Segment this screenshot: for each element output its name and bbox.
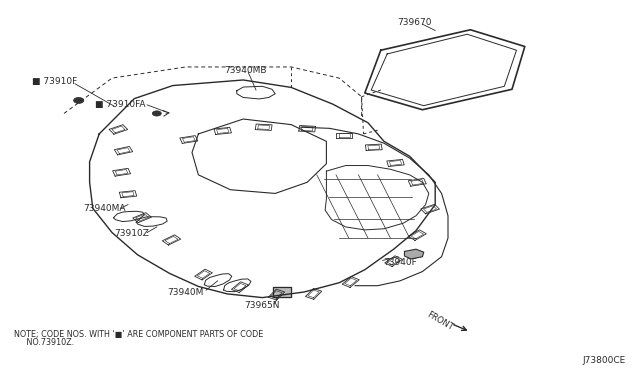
Text: 73940M: 73940M: [168, 288, 204, 296]
Text: NO.73910Z.: NO.73910Z.: [14, 338, 74, 347]
Text: 73910Z: 73910Z: [114, 229, 148, 238]
Text: 73965N: 73965N: [244, 301, 280, 310]
Text: J73800CE: J73800CE: [582, 356, 626, 365]
Polygon shape: [404, 249, 424, 259]
Text: ■ 73910F: ■ 73910F: [32, 77, 77, 86]
Circle shape: [74, 97, 84, 103]
Polygon shape: [273, 287, 291, 297]
Text: FRONT: FRONT: [426, 310, 455, 332]
Circle shape: [152, 111, 161, 116]
Text: 739670: 739670: [397, 18, 431, 27]
Text: ■ 73910FA: ■ 73910FA: [95, 100, 145, 109]
Text: 73940F: 73940F: [383, 258, 417, 267]
Text: NOTE; CODE NOS. WITH ‘■’ ARE COMPONENT PARTS OF CODE: NOTE; CODE NOS. WITH ‘■’ ARE COMPONENT P…: [14, 330, 263, 339]
Text: 73940MA: 73940MA: [83, 204, 125, 213]
Text: 73940MB: 73940MB: [224, 66, 266, 75]
